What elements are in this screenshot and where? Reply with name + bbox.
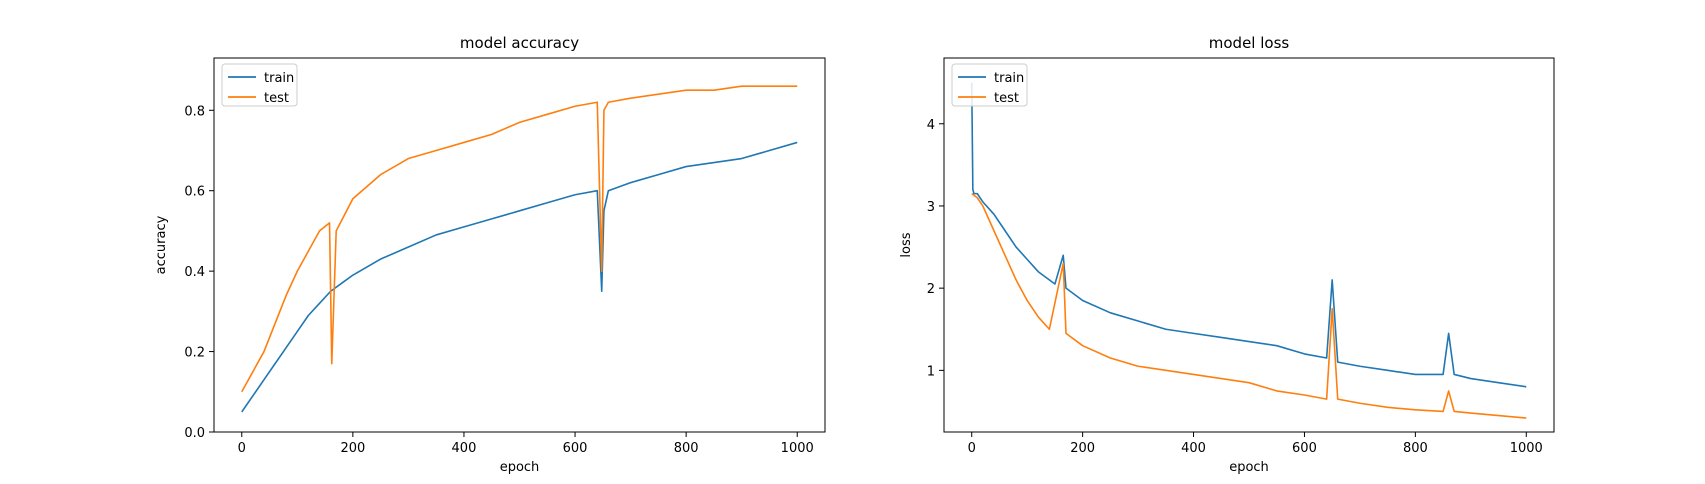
- accuracy-chart: 0 200 400 600 800 1000 0.0 0.2 0.4 0.6 0.8 model ac…: [154, 34, 826, 475]
- x-tick-label: 600: [563, 441, 588, 456]
- x-tick-label: 200: [1070, 441, 1095, 456]
- y-tick-label: 4: [927, 118, 935, 133]
- legend-label: test: [994, 91, 1019, 106]
- y-axis-label: accuracy: [154, 215, 169, 274]
- y-tick-label: 2: [927, 282, 935, 297]
- x-tick-label: 800: [1403, 441, 1428, 456]
- plot-area: [213, 57, 826, 433]
- x-tick-label: 400: [452, 441, 477, 456]
- series-line-train: [970, 82, 1527, 388]
- chart-title: model accuracy: [460, 34, 579, 52]
- legend-label: train: [264, 71, 294, 86]
- chart-title: model loss: [1209, 34, 1290, 52]
- x-tick-label: 400: [1181, 441, 1206, 456]
- x-tick-label: 1000: [781, 441, 814, 456]
- legend-label: train: [994, 71, 1024, 86]
- y-tick-label: 0.4: [184, 265, 205, 280]
- loss-chart: 0 200 400 600 800 1000 1 2 3 4 model loss epoch loss…: [899, 34, 1555, 475]
- x-tick-label: 600: [1292, 441, 1317, 456]
- y-axis-label: loss: [899, 232, 914, 257]
- x-tick-label: 0: [238, 441, 246, 456]
- y-tick-label: 3: [927, 200, 935, 215]
- legend: [951, 63, 1028, 107]
- plot-area: [943, 57, 1555, 433]
- x-tick-label: 200: [340, 441, 365, 456]
- x-axis-label: epoch: [1229, 460, 1269, 475]
- series-line-test: [971, 192, 1527, 419]
- series-line-test: [241, 85, 798, 393]
- y-tick-label: 0.0: [184, 426, 205, 441]
- x-tick-label: 0: [968, 441, 976, 456]
- y-tick-label: 0.6: [184, 185, 205, 200]
- x-tick-label: 800: [674, 441, 699, 456]
- x-axis-label: epoch: [500, 460, 540, 475]
- x-tick-label: 1000: [1510, 441, 1543, 456]
- legend: [221, 63, 298, 107]
- series-line-train: [241, 141, 798, 413]
- y-tick-label: 0.2: [184, 346, 205, 361]
- y-tick-label: 1: [927, 364, 935, 379]
- legend-label: test: [264, 91, 289, 106]
- y-tick-label: 0.8: [184, 104, 205, 119]
